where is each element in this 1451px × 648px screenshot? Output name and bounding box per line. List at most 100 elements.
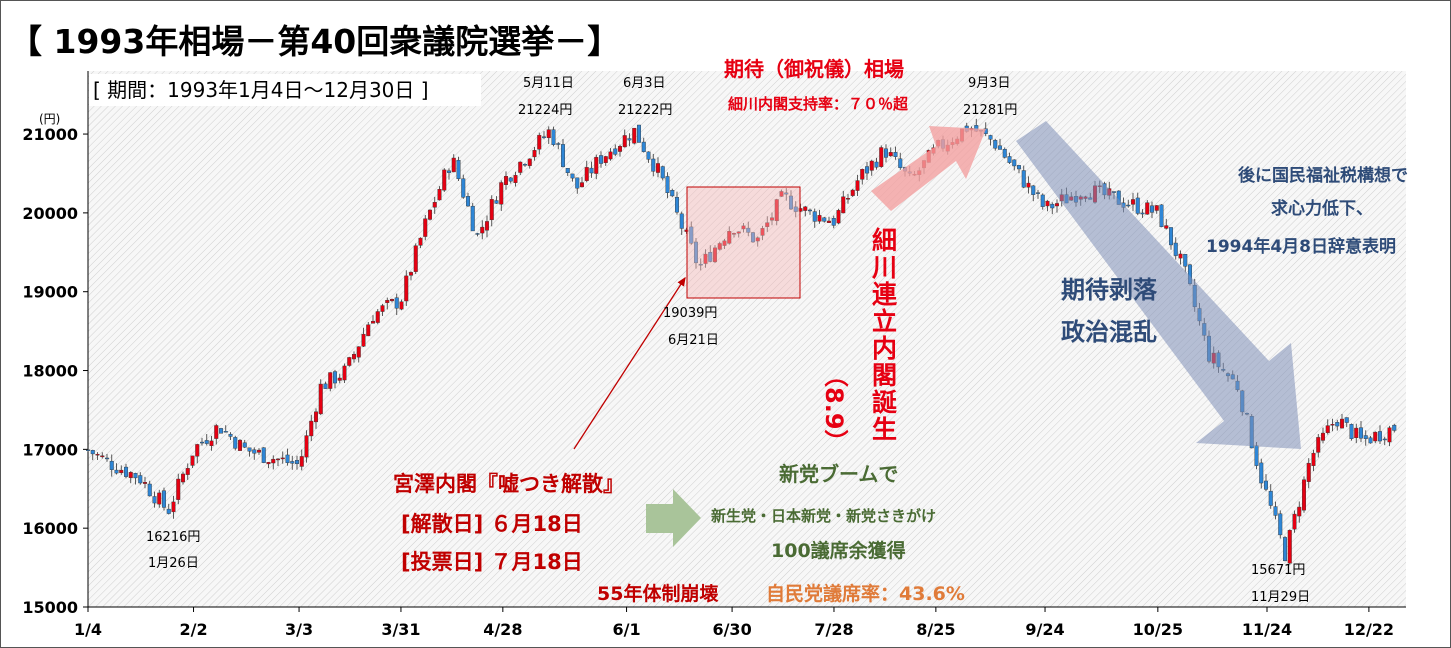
chart-subtitle: [ 期間：1993年1月4日～12月30日 ] [93, 78, 429, 102]
candle-body [551, 129, 556, 145]
candle-body [304, 435, 309, 458]
candle-body [993, 140, 998, 149]
candle-body [1382, 438, 1387, 441]
candle-body [1050, 203, 1055, 209]
y-tick-label: 18000 [22, 362, 78, 381]
candle-body [670, 190, 675, 197]
hosokawa-date: （8.9） [820, 363, 848, 454]
candle-body [717, 243, 722, 250]
pointer-arrow [573, 276, 686, 450]
candle-body [580, 182, 585, 188]
y-tick-label: 15000 [22, 598, 78, 617]
regime-collapse: 55年体制崩壊 [597, 582, 719, 605]
candle-body [1054, 203, 1059, 207]
candle-body [570, 173, 575, 179]
candle-body [689, 226, 694, 244]
candle-body [632, 127, 637, 144]
candle-body [1021, 170, 1026, 188]
candle-body [318, 383, 323, 415]
candle-body [204, 440, 209, 444]
candle-body [399, 301, 404, 310]
candle-body [1031, 185, 1036, 195]
candle-body [1130, 199, 1135, 205]
candle-body [409, 272, 414, 276]
candle-body [494, 200, 499, 204]
candle-body [504, 176, 509, 185]
x-tick-label: 6/30 [712, 620, 751, 639]
candle-body [822, 217, 827, 222]
high-sep-price: 21281円 [963, 103, 1017, 118]
candle-body [613, 148, 618, 155]
candle-body [404, 275, 409, 302]
y-tick-label: 21000 [22, 125, 78, 144]
candle-body [508, 177, 513, 182]
candle-body [1363, 435, 1368, 439]
candle-body [1259, 462, 1264, 484]
candle-body [732, 233, 737, 235]
candle-body [1316, 437, 1321, 453]
candle-body [755, 237, 760, 242]
x-tick-label: 3/31 [381, 620, 420, 639]
candle-body [808, 209, 813, 212]
candle-body [375, 311, 380, 323]
candle-body [85, 449, 90, 451]
candle-body [603, 156, 608, 163]
candle-body [295, 460, 300, 464]
boom-3: 100議席余獲得 [771, 539, 906, 562]
x-tick-label: 12/22 [1344, 620, 1394, 639]
candle-body [447, 170, 452, 173]
candle-body [675, 197, 680, 213]
candle-body [998, 145, 1003, 150]
candle-body [190, 455, 195, 466]
candle-body [708, 252, 713, 262]
candle-body [1306, 462, 1311, 482]
candle-body [846, 198, 851, 200]
candle-body [727, 231, 732, 244]
candle-body [475, 233, 480, 235]
candle-body [1017, 165, 1022, 170]
candle-body [817, 215, 822, 222]
collapse-1: 期待剥落 [1061, 276, 1158, 304]
candle-body [1287, 529, 1292, 564]
x-tick-label: 3/3 [285, 620, 313, 639]
candle-body [456, 159, 461, 180]
low-jun-price: 19039円 [663, 306, 717, 321]
candle-body [309, 420, 314, 437]
candle-body [627, 138, 632, 141]
low-nov-price: 15671円 [1251, 563, 1305, 578]
candle-body [451, 157, 456, 173]
y-tick-label: 17000 [22, 440, 78, 459]
candle-body [361, 333, 366, 347]
candle-body [157, 492, 162, 505]
candle-body [803, 206, 808, 211]
low-nov-date: 11月29日 [1251, 590, 1310, 605]
candle-body [394, 297, 399, 309]
high-jun-date: 6月3日 [623, 76, 666, 91]
candle-body [888, 152, 893, 157]
candle-body [1140, 212, 1145, 215]
y-tick-label: 19000 [22, 283, 78, 302]
candle-body [542, 136, 547, 138]
candle-body [622, 135, 627, 148]
x-tick-label: 6/1 [613, 620, 641, 639]
candle-body [1173, 242, 1178, 256]
collapse-2: 政治混乱 [1061, 318, 1157, 346]
candle-body [290, 461, 295, 464]
candle-body [637, 124, 642, 143]
candle-body [185, 468, 190, 475]
candle-body [1183, 254, 1188, 267]
high-may-price: 21224円 [518, 103, 572, 118]
candle-body [104, 457, 109, 460]
candle-body [228, 433, 233, 437]
candle-body [142, 482, 147, 484]
up-trend-arrow [871, 126, 986, 211]
candle-body [233, 437, 238, 449]
candle-body [879, 147, 884, 167]
low-jan-date: 1月26日 [148, 556, 199, 571]
chart-title: 【 1993年相場－第40回衆議院選挙－】 [9, 22, 620, 61]
candle-body [1126, 204, 1131, 207]
candle-body [442, 169, 447, 191]
x-tick-label: 8/25 [916, 620, 955, 639]
candle-body [665, 176, 670, 193]
candle-body [314, 411, 319, 423]
